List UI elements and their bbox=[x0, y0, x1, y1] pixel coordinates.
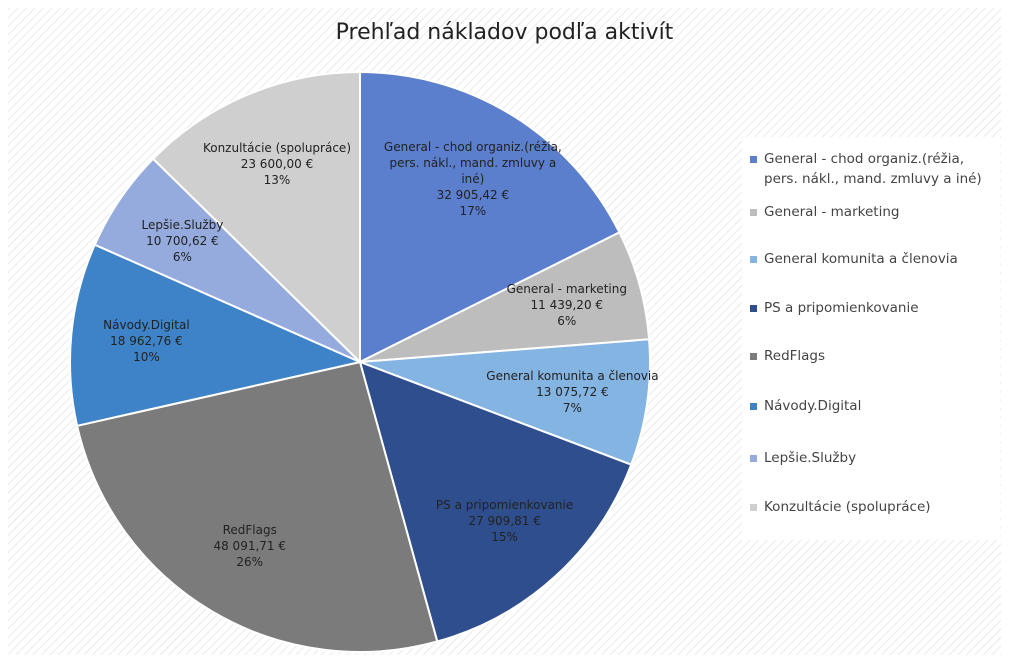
slice-value: 32 905,42 € bbox=[436, 188, 510, 203]
slice-category: Lepšie.Služby bbox=[141, 218, 224, 233]
legend: General - chod organiz.(réžia, pers. nák… bbox=[742, 137, 1000, 540]
legend-swatch bbox=[750, 156, 757, 163]
slice-category: General - chod organiz.(réžia, pers. nák… bbox=[383, 140, 562, 187]
legend-swatch bbox=[750, 455, 757, 462]
slice-label: Návody.Digital 18 962,76 €10% bbox=[46, 317, 246, 365]
chart-title: Prehľad nákladov podľa aktivít bbox=[335, 20, 674, 45]
slice-label: Konzultácie (spolupráce) 23 600,00 €13% bbox=[177, 140, 377, 188]
slice-value: 13 075,72 € bbox=[536, 385, 609, 400]
slice-percent: 10% bbox=[133, 350, 160, 365]
slice-value: 27 909,81 € bbox=[468, 513, 541, 528]
slice-value: 48 091,71 € bbox=[213, 539, 286, 554]
legend-swatch bbox=[750, 305, 757, 312]
legend-item: Návody.Digital bbox=[750, 396, 994, 416]
slice-category: General komunita a členovia bbox=[486, 369, 659, 384]
legend-item: Lepšie.Služby bbox=[750, 448, 994, 468]
legend-item: Konzultácie (spolupráce) bbox=[750, 497, 994, 517]
slice-percent: 13% bbox=[263, 173, 291, 188]
pie-slice bbox=[151, 70, 361, 365]
legend-swatch bbox=[750, 353, 757, 360]
slice-category: General - marketing bbox=[506, 281, 627, 296]
legend-swatch bbox=[750, 209, 757, 216]
slice-label: PS a pripomienkovanie 27 909,81 €15% bbox=[405, 497, 605, 545]
legend-item: PS a pripomienkovanie bbox=[750, 298, 994, 318]
legend-swatch bbox=[750, 256, 757, 263]
pie-slice bbox=[69, 243, 364, 428]
pie-slice bbox=[75, 360, 439, 653]
slice-label: General - chod organiz.(réžia, pers. nák… bbox=[378, 139, 568, 219]
slice-percent: 6% bbox=[172, 250, 192, 265]
slice-value: 23 600,00 € bbox=[240, 157, 314, 172]
slice-category: Návody.Digital bbox=[103, 318, 190, 333]
slice-category: Konzultácie (spolupráce) bbox=[202, 141, 351, 156]
slice-percent: 26% bbox=[236, 555, 264, 570]
slice-label: General komunita a členovia 13 075,72 €7% bbox=[472, 368, 672, 416]
legend-item: General - chod organiz.(réžia, pers. nák… bbox=[750, 149, 994, 189]
slice-label: Lepšie.Služby 10 700,62 €6% bbox=[82, 217, 282, 265]
slice-percent: 17% bbox=[459, 204, 487, 219]
pie-slice bbox=[359, 70, 621, 364]
legend-item: General komunita a členovia bbox=[750, 249, 994, 269]
slice-label: RedFlags 48 091,71 €26% bbox=[150, 522, 350, 570]
slice-category: RedFlags bbox=[222, 523, 277, 538]
slice-percent: 6% bbox=[557, 313, 577, 328]
slice-label: General - marketing 11 439,20 €6% bbox=[467, 281, 667, 329]
legend-item: General - marketing bbox=[750, 202, 994, 222]
legend-item: RedFlags bbox=[750, 346, 994, 366]
legend-swatch bbox=[750, 403, 757, 410]
slice-percent: 7% bbox=[562, 401, 582, 416]
pie-slice bbox=[358, 360, 633, 643]
slice-percent: 15% bbox=[491, 529, 518, 544]
slice-value: 10 700,62 € bbox=[146, 234, 219, 249]
legend-swatch bbox=[750, 504, 757, 511]
slice-value: 11 439,20 € bbox=[530, 297, 604, 312]
slice-category: PS a pripomienkovanie bbox=[435, 497, 574, 512]
pie-slice bbox=[359, 338, 651, 466]
slice-value: 18 962,76 € bbox=[110, 334, 183, 349]
